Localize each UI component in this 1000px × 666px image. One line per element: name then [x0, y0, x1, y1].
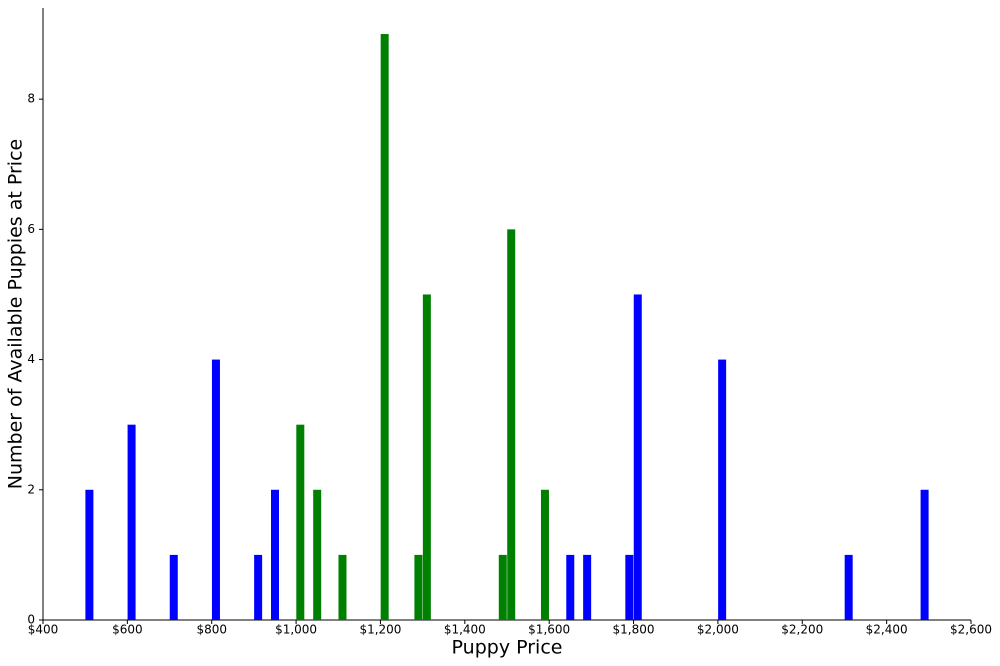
y-tick-label: 2	[27, 482, 35, 496]
bar	[583, 554, 592, 620]
x-tick-label: $1,000	[275, 623, 317, 637]
bar	[296, 424, 305, 620]
bar	[338, 554, 347, 620]
bar	[169, 554, 178, 620]
bar	[211, 359, 220, 620]
x-tick-label: $1,600	[528, 623, 570, 637]
x-tick-label: $400	[28, 623, 59, 637]
bar	[540, 489, 549, 620]
bar	[507, 229, 516, 621]
y-tick-label: 0	[27, 613, 35, 627]
bar	[566, 554, 575, 620]
x-tick-label: $800	[196, 623, 227, 637]
y-tick-label: 8	[27, 92, 35, 106]
x-tick-label: $2,200	[781, 623, 823, 637]
x-axis-label: Puppy Price	[452, 637, 563, 659]
x-tick-label: $1,200	[359, 623, 401, 637]
bar	[718, 359, 727, 620]
bar	[920, 489, 929, 620]
y-axis-label: Number of Available Puppies at Price	[5, 139, 27, 489]
y-tick-label: 4	[27, 352, 35, 366]
x-tick-label: $1,800	[613, 623, 655, 637]
x-tick-label: $2,600	[950, 623, 992, 637]
x-tick-label: $600	[112, 623, 143, 637]
x-tick-label: $2,400	[866, 623, 908, 637]
bar	[271, 489, 279, 620]
bar	[85, 489, 94, 620]
y-tick-label: 6	[27, 222, 35, 236]
bar	[127, 424, 136, 620]
bar	[633, 294, 642, 620]
bar	[844, 554, 853, 620]
bar	[380, 34, 389, 621]
bar	[313, 489, 322, 620]
bar	[498, 554, 507, 620]
bar	[254, 554, 263, 620]
bar	[422, 294, 431, 620]
x-tick-label: $1,400	[444, 623, 486, 637]
x-tick-label: $2,000	[697, 623, 739, 637]
bar	[414, 554, 423, 620]
bar	[625, 554, 634, 620]
